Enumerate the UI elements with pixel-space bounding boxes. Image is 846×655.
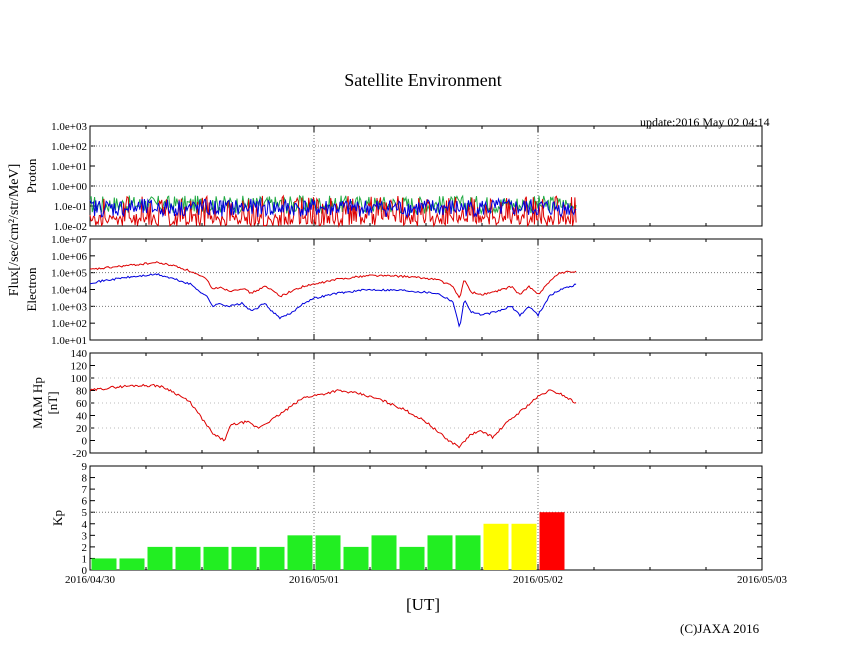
mam_hp-ytick-label: 80 — [76, 386, 88, 398]
kp-ytick-label: 6 — [82, 496, 88, 508]
proton-ytick-label: 1.0e+00 — [51, 181, 87, 193]
kp-bar — [231, 546, 257, 570]
electron-panel-frame — [89, 238, 763, 341]
electron-ylabel: Electron — [24, 267, 39, 312]
electron-ytick-label: 1.0e+01 — [51, 335, 87, 347]
proton-ytick-label: 1.0e+03 — [51, 121, 87, 133]
kp-bar — [203, 546, 229, 570]
electron-ytick-label: 1.0e+05 — [51, 268, 87, 280]
kp-bar — [539, 512, 565, 570]
proton-ytick-label: 1.0e-02 — [54, 221, 87, 233]
kp-ylabel: Kp — [50, 510, 65, 526]
kp-ytick-label: 8 — [82, 473, 88, 485]
mam_hp-ytick-label: 40 — [76, 411, 88, 423]
x-tick-label: 2016/05/01 — [289, 574, 339, 586]
mam_hp-ylabel: MAM Hp — [30, 377, 45, 429]
kp-bar — [315, 535, 341, 570]
kp-bar — [455, 535, 481, 570]
mam_hp-ytick-label: 60 — [76, 398, 88, 410]
proton-series-red — [89, 194, 577, 228]
proton-ytick-label: 1.0e-01 — [54, 201, 87, 213]
kp-bar — [343, 546, 369, 570]
proton-ylabel: Proton — [24, 158, 39, 193]
flux-axis-label: Flux[/sec/cm²/str/MeV] — [7, 164, 22, 297]
mam_hp-ytick-label: 20 — [76, 423, 88, 435]
electron-ytick-label: 1.0e+04 — [51, 285, 87, 297]
mam_hp-ytick-label: -20 — [72, 448, 87, 460]
kp-bar — [91, 558, 117, 570]
kp-ytick-label: 0 — [82, 565, 88, 577]
proton-ytick-label: 1.0e+01 — [51, 161, 87, 173]
kp-ytick-label: 1 — [82, 553, 88, 565]
kp-bar — [175, 546, 201, 570]
mam_hp-ytick-label: 120 — [71, 361, 88, 373]
kp-bar — [511, 523, 537, 570]
mam_hp-series-red — [89, 383, 577, 449]
x-tick-label: 2016/04/30 — [65, 574, 116, 586]
kp-bar — [371, 535, 397, 570]
kp-bar — [399, 546, 425, 570]
electron-ytick-label: 1.0e+07 — [51, 234, 87, 246]
kp-bar — [119, 558, 145, 570]
kp-ytick-label: 9 — [82, 461, 88, 473]
kp-bar — [427, 535, 453, 570]
proton-series-blue — [89, 197, 577, 219]
electron-ytick-label: 1.0e+03 — [51, 301, 87, 313]
x-axis-label: [UT] — [406, 595, 440, 614]
x-tick-label: 2016/05/03 — [737, 574, 788, 586]
electron-series-red — [89, 261, 577, 299]
chart-title: Satellite Environment — [344, 70, 502, 90]
kp-bar — [147, 546, 173, 570]
mam_hp-ytick-label: 140 — [71, 348, 88, 360]
mam_hp-ylabel-unit: [nT] — [45, 391, 60, 414]
copyright: (C)JAXA 2016 — [680, 621, 760, 636]
kp-ytick-label: 5 — [82, 507, 88, 519]
mam_hp-ytick-label: 100 — [71, 373, 88, 385]
kp-bar — [259, 546, 285, 570]
x-tick-label: 2016/05/02 — [513, 574, 563, 586]
proton-ytick-label: 1.0e+02 — [51, 141, 87, 153]
mam_hp-ytick-label: 0 — [82, 436, 88, 448]
kp-ytick-label: 3 — [82, 530, 88, 542]
electron-ytick-label: 1.0e+06 — [51, 251, 87, 263]
kp-ytick-label: 2 — [82, 542, 88, 554]
electron-ytick-label: 1.0e+02 — [51, 318, 87, 330]
kp-ytick-label: 7 — [82, 484, 88, 496]
kp-bar — [287, 535, 313, 570]
kp-ytick-label: 4 — [82, 519, 88, 531]
kp-bar — [483, 523, 509, 570]
electron-series-blue — [89, 273, 577, 328]
